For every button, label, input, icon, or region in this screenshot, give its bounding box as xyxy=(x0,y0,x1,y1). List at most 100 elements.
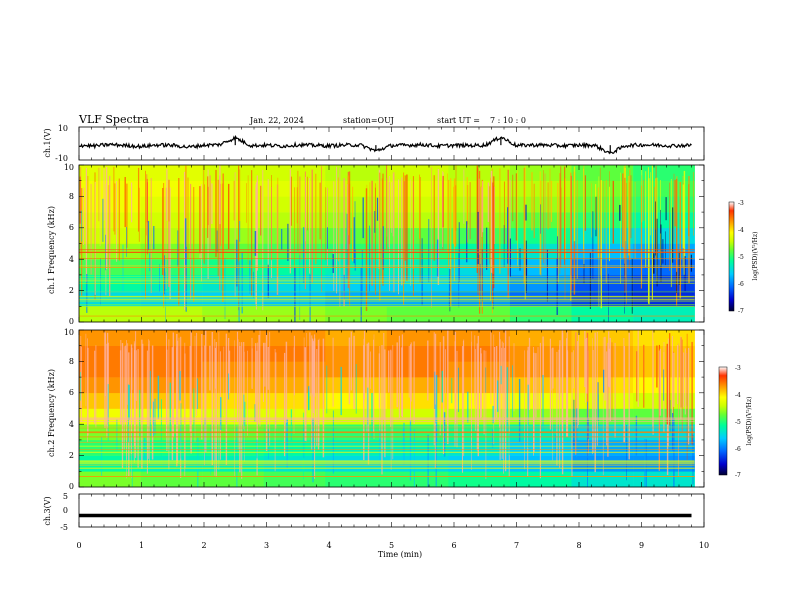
ch2-spectrogram-cell xyxy=(448,471,511,488)
ch2-spectrogram-cell xyxy=(140,361,203,378)
ch2-spectrogram-cell xyxy=(448,408,511,425)
ch1-spectrogram-panel: 0 2 4 6 8 10 ch.1 Frequency (kHz) xyxy=(47,163,705,326)
ch1-spectrogram-cell xyxy=(202,165,264,181)
ch1-waveform-frame xyxy=(78,126,705,161)
time-axis-tick-label: 6 xyxy=(451,541,456,550)
ch2-spectrogram-cell xyxy=(79,471,141,488)
ch1-spectrogram-cell xyxy=(386,227,449,244)
ch2-freq-ylabel: ch.2 Frequency (kHz) xyxy=(47,369,56,457)
ch1-spectrogram-sferic-streaks xyxy=(79,165,694,322)
ch1-spectrogram-cell xyxy=(202,212,264,229)
ch1-spectrogram-cell xyxy=(140,227,203,244)
ch2-spectrogram-cell xyxy=(263,408,326,425)
time-axis-tick-label: 2 xyxy=(201,541,206,550)
ch2-freq-tick-10: 10 xyxy=(64,328,74,337)
ch1-spectrogram-cell xyxy=(140,290,203,307)
ch2-spectrogram-cell xyxy=(140,377,203,394)
ch2-spectrogram-cell xyxy=(202,408,264,425)
time-axis-tick-label: 10 xyxy=(699,541,709,550)
ch2-spectrogram-cell xyxy=(263,392,326,409)
ch2-spectrogram-cell xyxy=(386,377,449,394)
ch2-spectrogram-cell xyxy=(325,330,388,346)
ch2-colorbar-gradient xyxy=(718,366,728,476)
ch1-ytick-bottom: -10 xyxy=(55,154,68,163)
ch1-freq-tick-10: 10 xyxy=(64,163,74,172)
ch1-freq-tick-2: 2 xyxy=(69,286,74,295)
ch1-ytick-top: 10 xyxy=(58,124,68,133)
ch1-spectrogram-cell xyxy=(633,165,695,181)
ch2-spectrogram-cell xyxy=(79,330,141,346)
ch2-spectrogram-cell xyxy=(448,330,511,346)
ch1-spectrogram-cell xyxy=(140,196,203,213)
ch2-cbar-tick-m6: -6 xyxy=(735,446,741,453)
ch2-spectrogram-cell xyxy=(202,330,264,346)
ch2-spectrogram-cell xyxy=(509,330,572,346)
ch1-ylabel: ch.1(V) xyxy=(43,128,52,157)
ch1-freq-ylabel: ch.1 Frequency (kHz) xyxy=(47,206,56,294)
ch2-spectrogram-cell xyxy=(325,471,388,488)
ch1-colorbar: -3 -4 -5 -6 -7 log(PSD)(V²/Hz) xyxy=(728,200,759,315)
ch3-waveform-ticks xyxy=(78,494,705,527)
ch2-spectrogram-cell xyxy=(386,361,449,378)
ch1-spectrogram-cell xyxy=(140,243,203,260)
ch1-spectrogram-cell xyxy=(325,180,388,197)
ch1-spectrogram-cell xyxy=(571,306,634,323)
ch1-spectrogram-ticks xyxy=(78,164,705,323)
start-ut-value: 7 : 10 : 0 xyxy=(490,116,526,125)
ch2-spectrogram-panel: 0 2 4 6 8 10 ch.2 Frequency (kHz) xyxy=(47,328,705,491)
ch2-spectrogram-cell xyxy=(140,330,203,346)
ch1-freq-tick-0: 0 xyxy=(69,317,74,326)
ch1-spectrogram-cell xyxy=(633,227,695,244)
ch1-cbar-tick-m6: -6 xyxy=(738,281,744,288)
ch2-spectrogram-narrowband-lines xyxy=(79,417,695,477)
ch1-spectrogram-cell xyxy=(386,290,449,307)
time-axis-label: Time (min) xyxy=(378,550,422,559)
time-axis-tick-label: 4 xyxy=(326,541,331,550)
ch1-cbar-label: log(PSD)(V²/Hz) xyxy=(752,232,759,281)
ch2-spectrogram-cell xyxy=(263,471,326,488)
ch2-spectrogram-cell xyxy=(571,471,634,488)
ch3-ytick-bottom: -5 xyxy=(60,523,68,532)
ch1-spectrogram-cell xyxy=(633,180,695,197)
ch2-spectrogram-cell xyxy=(202,392,264,409)
ch2-spectrogram-cell xyxy=(633,471,695,488)
ch1-spectrogram-cell xyxy=(633,306,695,323)
ch1-spectrogram-cell xyxy=(325,306,388,323)
ch2-spectrogram-cell xyxy=(140,471,203,488)
ch2-spectrogram-cell xyxy=(325,345,388,362)
ch1-cbar-tick-m5: -5 xyxy=(738,254,744,261)
ch1-spectrogram-cell xyxy=(386,243,449,260)
ch2-freq-tick-4: 4 xyxy=(69,420,74,429)
ch1-spectrogram-cell xyxy=(325,243,388,260)
time-axis-tick-label: 0 xyxy=(76,541,81,550)
ch1-spectrogram-cell xyxy=(509,165,572,181)
ch1-spectrogram-cell xyxy=(633,196,695,213)
ch2-freq-tick-2: 2 xyxy=(69,451,74,460)
ch2-spectrogram-cell xyxy=(386,345,449,362)
ch1-spectrogram-cell xyxy=(571,180,634,197)
ch1-spectrogram-cell xyxy=(202,306,264,323)
time-axis-tick-label: 5 xyxy=(389,541,394,550)
ch1-spectrogram-cells xyxy=(79,165,695,323)
ch1-cbar-tick-m7: -7 xyxy=(738,308,744,315)
ch2-freq-tick-6: 6 xyxy=(69,388,74,397)
ch1-spectrogram-cell xyxy=(386,165,449,181)
ch3-ytick-top: 5 xyxy=(63,492,68,501)
ch1-waveform-line xyxy=(78,134,692,155)
ch2-cbar-tick-m3: -3 xyxy=(735,365,741,372)
ch1-spectrogram-cell xyxy=(325,290,388,307)
ch2-freq-tick-0: 0 xyxy=(69,482,74,491)
ch1-spectrogram-cell xyxy=(571,227,634,244)
ch1-waveform-panel: 10 -10 ch.1(V) xyxy=(43,124,705,163)
ch3-ylabel: ch.3(V) xyxy=(43,496,52,525)
ch1-spectrogram-cell xyxy=(571,290,634,307)
ch1-spectrogram-cell xyxy=(386,196,449,213)
ch2-spectrogram-cell xyxy=(386,330,449,346)
ch1-spectrogram-cell xyxy=(202,227,264,244)
ch3-waveform-panel: 5 0 -5 ch.3(V) xyxy=(43,492,705,532)
ch1-spectrogram-cell xyxy=(571,165,634,181)
ch1-spectrogram-cell xyxy=(571,243,634,260)
ch2-colorbar: -3 -4 -5 -6 -7 log(PSD)(V²/Hz) xyxy=(718,365,753,479)
ch1-waveform-trace xyxy=(78,134,692,155)
